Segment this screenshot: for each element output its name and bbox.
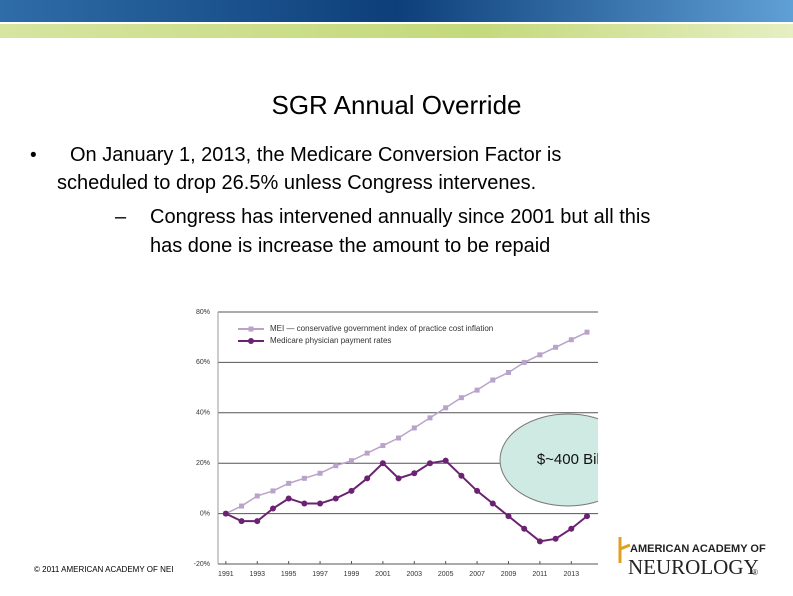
series-line <box>225 459 588 543</box>
marker <box>584 513 591 520</box>
marker <box>285 495 292 502</box>
bullet: • <box>30 145 37 166</box>
marker <box>254 493 260 499</box>
y-tick-label: 60% <box>196 359 210 366</box>
x-tick-label: 2011 <box>532 571 547 578</box>
marker <box>474 487 481 494</box>
marker <box>301 475 307 481</box>
logo-line-2: NEUROLOGY <box>628 555 759 579</box>
marker <box>458 395 464 401</box>
marker <box>553 344 559 350</box>
logo: AMERICAN ACADEMY OF NEUROLOGY ® <box>618 537 766 579</box>
marker <box>442 457 449 464</box>
marker <box>411 470 418 477</box>
marker <box>568 337 574 343</box>
marker <box>301 500 308 507</box>
marker <box>317 470 323 476</box>
marker <box>379 460 386 467</box>
marker <box>521 525 528 532</box>
marker <box>411 425 417 431</box>
marker <box>536 538 543 545</box>
text: has done is increase the amount to be re… <box>150 235 551 257</box>
marker <box>537 352 543 358</box>
marker <box>426 460 433 467</box>
marker <box>396 435 402 441</box>
marker <box>333 463 339 469</box>
marker <box>269 505 276 512</box>
y-tick-label: 20% <box>196 460 210 467</box>
marker <box>395 475 402 482</box>
marker <box>270 488 276 494</box>
y-tick-label: 40% <box>196 410 210 417</box>
legend-label: Medicare physician payment rates <box>270 336 391 345</box>
x-tick-label: 1997 <box>312 571 328 578</box>
text: scheduled to drop 26.5% unless Congress … <box>57 172 537 194</box>
text: On January 1, 2013, the Medicare Convers… <box>70 144 562 166</box>
annotation: $~400 Billion <box>537 451 598 468</box>
marker <box>239 503 245 509</box>
dash: – <box>115 206 127 228</box>
y-tick-label: 0% <box>200 510 210 517</box>
logo-mark: ® <box>752 568 758 577</box>
y-tick-label: 80% <box>196 309 210 316</box>
marker <box>222 510 229 517</box>
x-tick-label: 1993 <box>249 571 265 578</box>
marker <box>286 480 292 486</box>
x-tick-label: 1999 <box>344 571 360 578</box>
legend-marker <box>248 326 254 332</box>
marker <box>380 443 386 449</box>
marker <box>427 415 433 421</box>
x-tick-label: 2013 <box>564 571 580 578</box>
header-stripe <box>0 24 793 38</box>
marker <box>238 518 245 525</box>
legend-label: MEI — conservative government index of p… <box>270 324 493 333</box>
marker <box>348 487 355 494</box>
annotation-bubble <box>499 413 598 507</box>
marker <box>568 525 575 532</box>
title: SGR Annual Override <box>271 90 522 120</box>
marker <box>332 495 339 502</box>
marker <box>364 475 371 482</box>
text: Congress has intervened annually since 2… <box>150 206 651 228</box>
footer: © 2011 AMERICAN ACADEMY OF NEI <box>34 565 174 574</box>
legend-marker <box>248 338 254 344</box>
logo-line-1: AMERICAN ACADEMY OF <box>630 543 766 555</box>
chart: -20% 0% 20% 40% 60% 80% 1991 1993 1995 1997 1999 20… <box>178 300 598 596</box>
x-tick-label: 1991 <box>218 571 234 578</box>
series-line <box>225 331 588 515</box>
marker <box>348 458 354 464</box>
marker <box>458 472 465 479</box>
marker <box>552 535 559 542</box>
x-tick-label: 2005 <box>438 571 454 578</box>
marker <box>489 500 496 507</box>
x-tick-label: 2003 <box>406 571 422 578</box>
marker <box>505 369 511 375</box>
header-bar <box>0 0 793 22</box>
marker <box>364 450 370 456</box>
marker <box>490 377 496 383</box>
marker <box>443 405 449 411</box>
x-tick-label: 1995 <box>281 571 297 578</box>
logo-icon <box>618 537 631 563</box>
marker <box>584 329 590 335</box>
marker <box>505 513 512 520</box>
x-tick-label: 2001 <box>375 571 391 578</box>
marker <box>521 359 527 365</box>
y-tick-label: -20% <box>194 561 210 568</box>
x-tick-label: 2007 <box>469 571 485 578</box>
marker <box>474 387 480 393</box>
marker <box>317 500 324 507</box>
marker <box>254 518 261 525</box>
x-tick-label: 2009 <box>501 571 517 578</box>
